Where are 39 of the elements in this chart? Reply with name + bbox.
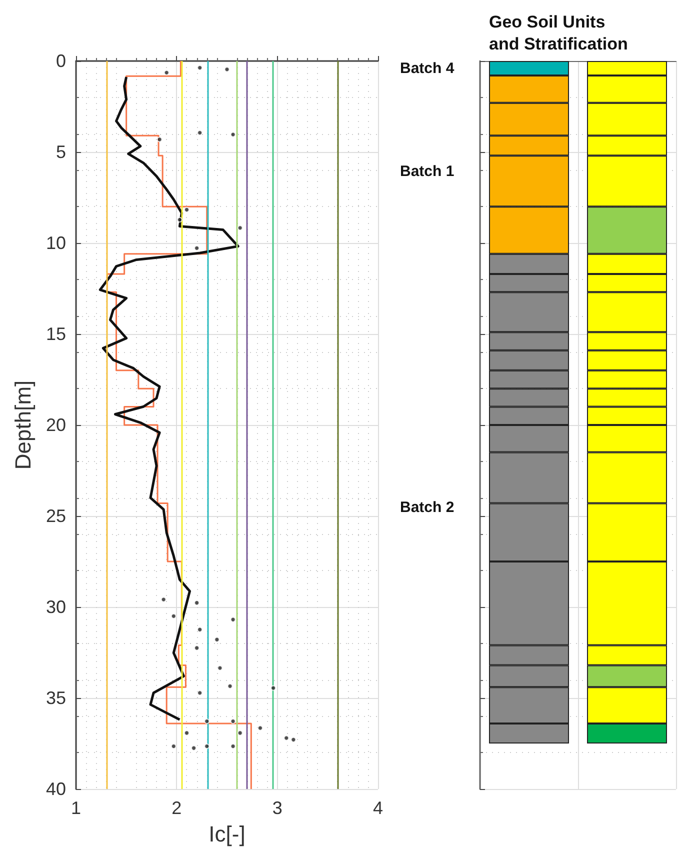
point [204, 743, 210, 749]
x-tick-label: 2 [172, 798, 182, 818]
point [160, 596, 166, 602]
point [237, 225, 243, 231]
x-axis-title: Ic[-] [208, 822, 246, 846]
point [164, 70, 170, 76]
y-tick-label: 35 [46, 688, 66, 708]
point [156, 136, 162, 142]
chart-title: Geo Soil Units and Stratification [489, 12, 628, 54]
y-tick-label: 5 [56, 142, 66, 162]
point [230, 718, 236, 724]
point [170, 613, 176, 619]
y-axis-title: Depth[m] [10, 380, 36, 470]
point [224, 66, 230, 72]
line-series [98, 76, 240, 721]
point [214, 636, 220, 642]
line-series [106, 60, 252, 790]
x-tick-label: 3 [272, 798, 282, 818]
point [284, 735, 290, 741]
y-tick-label: 0 [56, 51, 66, 71]
point [230, 616, 236, 622]
point [204, 718, 210, 724]
point [230, 132, 236, 138]
x-tick-label: 1 [70, 798, 82, 818]
point [237, 730, 243, 736]
y-tick-label: 15 [46, 324, 66, 344]
text: Batch 1 [400, 163, 454, 180]
x-tick-label: 4 [372, 798, 384, 818]
y-tick-label: 25 [46, 506, 66, 526]
y-tick-label: 40 [46, 779, 66, 799]
y-tick-label: 30 [46, 597, 66, 617]
point [290, 736, 296, 742]
point [227, 683, 233, 689]
y-tick-label: 10 [46, 233, 66, 253]
y-tick-label: 20 [46, 415, 66, 435]
point [217, 665, 223, 671]
point [257, 725, 263, 731]
text: Batch 4 [400, 60, 455, 77]
text: Batch 2 [400, 499, 454, 516]
